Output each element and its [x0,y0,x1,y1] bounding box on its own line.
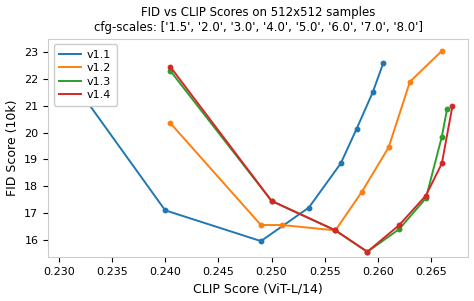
v1.1 [258,239,264,243]
v1.4 [423,194,428,197]
Legend: v1.1, v1.2, v1.3, v1.4: v1.1, v1.2, v1.3, v1.4 [54,45,117,106]
v1.1 [162,209,168,212]
v1.2 [439,49,445,53]
v1.1 [381,61,386,65]
v1.3 [365,250,370,254]
v1.1 [306,206,312,209]
v1.3 [168,69,173,73]
v1.1 [338,162,344,165]
v1.3 [439,135,445,138]
X-axis label: CLIP Score (ViT-L/14): CLIP Score (ViT-L/14) [193,282,323,296]
Line: v1.1: v1.1 [73,61,385,243]
Line: v1.3: v1.3 [168,69,449,254]
v1.2 [333,228,338,232]
v1.1 [354,127,360,130]
v1.3 [444,107,450,110]
v1.3 [269,199,274,203]
v1.4 [439,162,445,165]
v1.4 [396,223,402,227]
v1.2 [386,146,392,149]
v1.4 [168,65,173,69]
v1.3 [423,197,428,200]
v1.1 [370,91,375,94]
v1.4 [269,199,274,203]
Line: v1.2: v1.2 [168,49,444,233]
v1.4 [365,250,370,254]
v1.2 [258,223,264,227]
v1.2 [279,223,285,227]
v1.2 [168,121,173,125]
Title: FID vs CLIP Scores on 512x512 samples
cfg-scales: ['1.5', '2.0', '3.0', '4.0', ': FID vs CLIP Scores on 512x512 samples cf… [94,5,423,33]
v1.3 [396,227,402,231]
v1.3 [333,228,338,232]
Y-axis label: FID Score (10k): FID Score (10k) [6,100,18,196]
v1.1 [72,82,78,86]
v1.4 [333,228,338,232]
v1.4 [450,104,456,108]
v1.2 [407,80,413,84]
v1.2 [359,190,365,193]
Line: v1.4: v1.4 [168,65,455,254]
